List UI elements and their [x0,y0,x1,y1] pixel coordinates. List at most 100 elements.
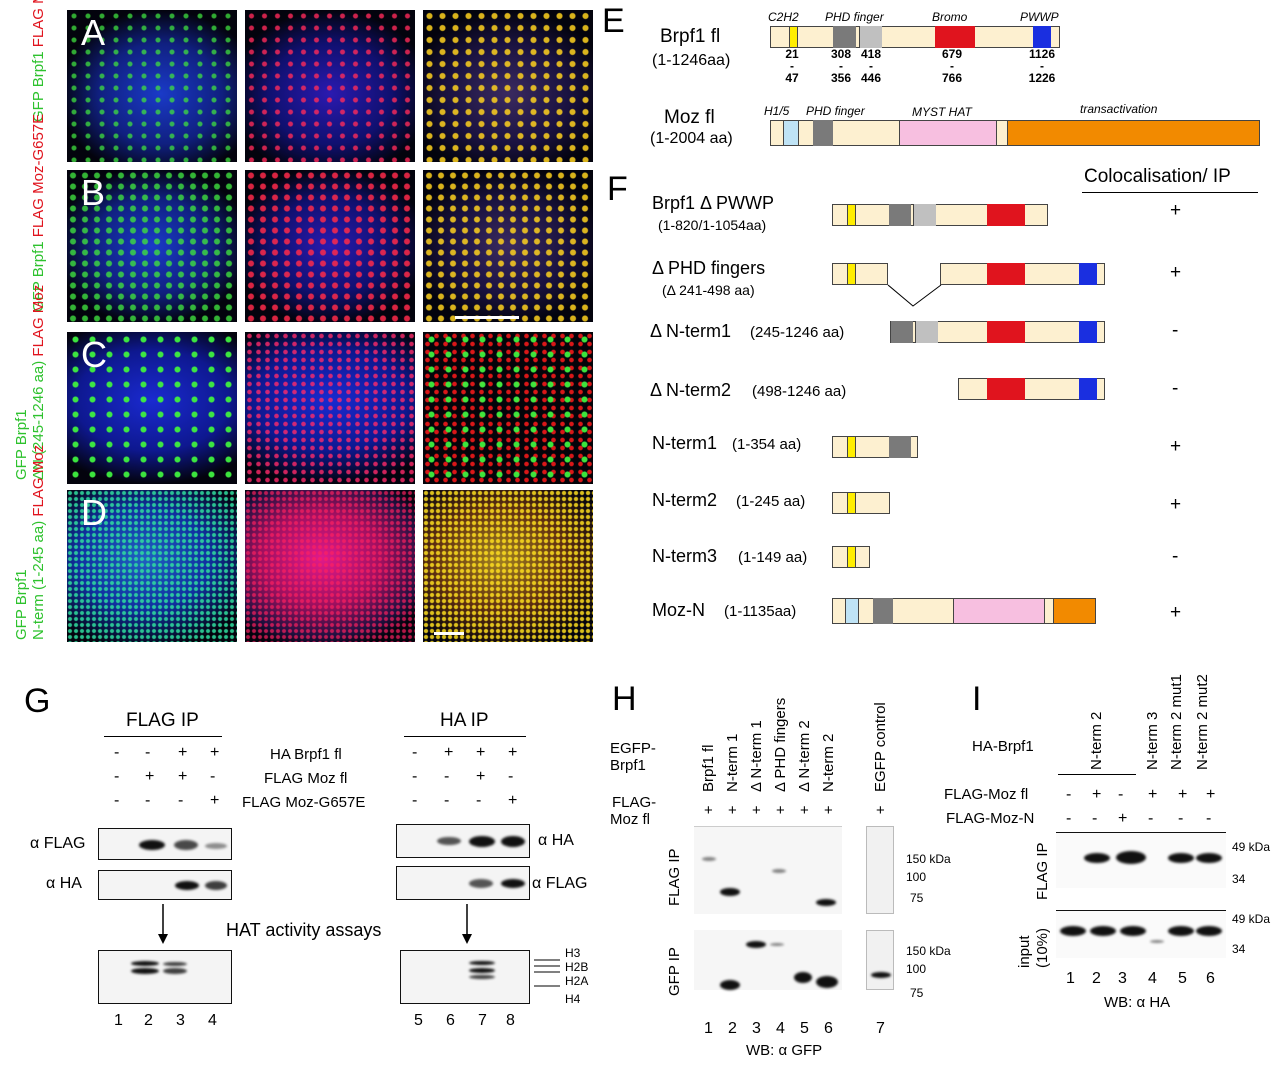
h-ip-gfp: GFP IP [666,947,683,996]
label-b: GFP Brpf1 FLAG Moz-G657E [30,113,47,312]
i-sign: - [1148,810,1154,827]
pos-c2h2: 21-47 [785,47,799,85]
g-ha-sign: - [444,768,450,785]
coloc-header: Colocalisation/ IP [1084,166,1231,187]
panel-letter-h: H [612,680,637,718]
i-sign: - [1178,810,1184,827]
f-row-8-sub: (1-1135aa) [724,603,797,620]
h-construct-label: Δ PHD fingers [772,697,789,792]
h-egfp-label: EGFP- Brpf1 [610,740,656,774]
h-mw2-100: 100 [906,962,927,976]
f-row-6-name: N-term2 [652,490,718,510]
g-flag-sign: - [114,792,120,809]
i-sign: + [1206,786,1216,803]
h-lane-number: 4 [776,1020,785,1037]
g-ab-flag: α FLAG [30,835,86,852]
brpf1-fl-bar [770,26,1060,48]
f-row-3-name: Δ N-term1 [650,321,732,341]
g-lane-number: 8 [506,1012,515,1029]
panel-letter-i: I [972,680,982,718]
bar-delta-phd-right [940,263,1105,285]
g-flag-sign: - [114,768,120,785]
g-ha-sign: - [508,768,514,785]
g-ha-sign: - [476,792,482,809]
domain-phd-label: PHD finger [825,10,884,24]
moz-name: Moz fl [664,107,715,128]
pos-phd1: 308-356 [830,47,852,85]
f-row-2-sub: (Δ 241-498 aa) [662,282,755,298]
f-row-3-result: - [1172,320,1179,341]
domain-h15-label: H1/5 [764,104,790,118]
bar-delta-nterm1 [890,321,1105,343]
g-flag-sign: - [114,744,120,761]
i-lane-number: 2 [1092,970,1101,987]
deletion-caret [887,284,942,307]
f-row-5-name: N-term1 [652,433,718,453]
g-blot-ha-ip-flag [396,866,530,900]
i-sign: + [1148,786,1158,803]
f-row-5-sub: (1-354 aa) [732,436,802,453]
ha-ip-rule [404,736,526,737]
g-ha-sign: + [444,744,454,761]
brpf1-name: Brpf1 fl [660,26,721,47]
label-d: GFP Brpf1 N-term (1-245 aa) FLAG Moz [13,444,47,640]
panel-c-merge [423,332,593,484]
h-blot-gfp-ip-ctrl [866,930,894,990]
f-row-7-result: - [1172,546,1179,567]
h-plus-sign: + [728,802,737,819]
pos-phd2: 418-446 [860,47,882,85]
g-arrow-1 [158,904,168,944]
panel-letter-c: C [81,334,107,375]
i-lane-number: 1 [1066,970,1075,987]
domain-transactivation-label: transactivation [1080,102,1158,116]
h-wb-label: WB: α GFP [746,1042,823,1059]
i-ha-brpf1: HA-Brpf1 [972,738,1034,755]
moz-fl-bar [770,120,1260,146]
f-row-3-sub: (245-1246 aa) [750,324,845,341]
pos-pwwp: 1126-1226 [1028,47,1056,85]
bar-nterm1 [832,436,918,458]
f-row-4-name: Δ N-term2 [650,380,732,400]
i-mw2-34: 34 [1232,942,1246,956]
i-lane-number: 4 [1148,970,1157,987]
domain-c2h2-label: C2H2 [768,10,799,24]
panel-d-red [245,490,415,642]
f-row-7-name: N-term3 [652,546,718,566]
g-row-ha-brpf1: HA Brpf1 fl [270,746,342,763]
histone-h3: H3 [565,946,581,960]
h-lane-number: 3 [752,1020,761,1037]
h-blot-flag-ip-ctrl [866,826,894,914]
panel-letter-a: A [81,12,106,53]
bar-nterm2 [832,492,890,514]
g-lane-number: 1 [114,1012,123,1029]
h-blot-flag-ip [694,826,842,914]
g-ha-sign: - [412,792,418,809]
h-plus-sign: + [800,802,809,819]
panel-a-red [245,10,415,162]
f-row-4-result: - [1172,378,1179,399]
g-ha-sign: - [412,744,418,761]
label-a: GFP Brpf1 FLAG Moz [30,0,47,122]
h-plus-sign: + [752,802,761,819]
h-lane-number: 1 [704,1020,713,1037]
h-construct-label: N-term 2 [820,733,837,792]
g-lane-number: 3 [176,1012,185,1029]
g-lane-number: 5 [414,1012,423,1029]
g-flag-sign: + [210,792,220,809]
g-lane-number: 2 [144,1012,153,1029]
scale-bar [455,316,519,319]
g-flag-sign: + [178,744,188,761]
i-wb-label: WB: α HA [1104,994,1171,1011]
panel-d-merge [423,490,593,642]
i-sign: + [1118,810,1128,827]
i-lane-number: 5 [1178,970,1187,987]
h-lane-number: 6 [824,1020,833,1037]
panel-b-red [245,170,415,322]
header-underline [1082,192,1258,193]
bar-moz-n [832,598,1096,624]
g-flag-sign: + [210,744,220,761]
h-mw1-150: 150 kDa [906,852,951,866]
i-construct-label: N-term 2 [1088,711,1105,770]
f-row-2-result: + [1170,262,1182,283]
g-ha-sign: + [476,744,486,761]
